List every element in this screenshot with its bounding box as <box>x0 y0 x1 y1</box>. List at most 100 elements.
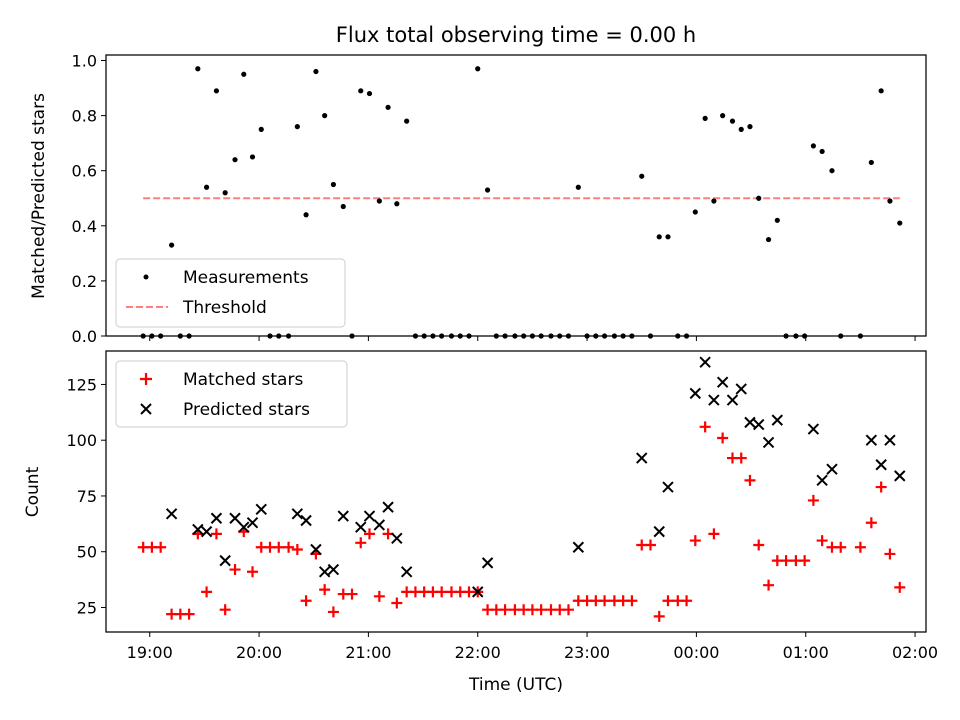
predicted-star-point <box>744 416 756 429</box>
measurement-point <box>258 126 264 132</box>
matched-star-point <box>699 421 711 433</box>
top-y-tick-label: 0.6 <box>72 162 97 181</box>
matched-star-point <box>717 432 729 444</box>
matched-star-point <box>273 541 285 553</box>
x-tick-label: 00:00 <box>673 643 719 662</box>
measurement-point <box>169 242 175 248</box>
measurement-point <box>774 217 780 223</box>
measurement-point <box>639 173 645 179</box>
measurement-point <box>294 124 300 130</box>
matched-star-point <box>391 597 403 609</box>
matched-star-point <box>653 610 665 622</box>
matched-star-point <box>363 528 375 540</box>
predicted-star-point <box>689 387 702 400</box>
x-tick-label: 22:00 <box>455 643 501 662</box>
x-tick-label: 01:00 <box>783 643 829 662</box>
predicted-star-point <box>472 586 484 598</box>
measurement-point <box>738 126 744 132</box>
measurement-point <box>222 190 228 196</box>
measurement-point <box>729 118 736 124</box>
predicted-star-point <box>716 376 729 388</box>
bottom-subplot: 25 50 75 100 125 19:00 20:00 21:00 22:00 23:00 00… <box>23 350 938 695</box>
matched-star-point <box>219 604 231 616</box>
matched-star-point <box>300 595 312 607</box>
predicted-star-point <box>762 436 775 449</box>
measurement-point <box>829 168 835 174</box>
measurement-point <box>195 66 201 72</box>
measurement-point <box>394 201 400 207</box>
measurement-point <box>241 71 247 77</box>
predicted-star-point <box>192 523 204 536</box>
top-y-tick-label: 0.2 <box>72 272 97 291</box>
matched-star-point <box>229 564 241 576</box>
bottom-y-tick-label: 50 <box>77 543 97 562</box>
legend-threshold-label: Threshold <box>182 298 267 318</box>
x-axis-label: Time (UTC) <box>468 675 563 695</box>
bottom-plot-frame <box>105 350 927 633</box>
predicted-star-point <box>363 510 376 522</box>
bottom-legend: Matched stars Predicted stars <box>115 360 348 428</box>
matched-star-point <box>155 541 167 553</box>
bottom-y-tick-label: 25 <box>77 598 97 617</box>
measurement-point <box>358 88 364 94</box>
legend-measurements-label: Measurements <box>183 268 309 288</box>
matched-star-point <box>626 595 638 607</box>
matched-star-point <box>835 541 847 553</box>
measurement-point <box>232 157 238 163</box>
predicted-star-point <box>165 508 178 520</box>
top-plot-frame <box>105 54 927 337</box>
predicted-star-point <box>884 434 896 446</box>
measurement-point <box>711 198 717 204</box>
matched-star-point <box>291 543 303 555</box>
matched-star-point <box>373 590 385 602</box>
predicted-star-point <box>735 383 747 395</box>
predicted-star-point <box>894 470 906 482</box>
matched-star-point <box>735 452 747 464</box>
matched-star-point <box>744 474 756 486</box>
predicted-star-point <box>662 481 674 493</box>
predicted-star-point <box>875 459 887 471</box>
predicted-star-point <box>771 414 784 426</box>
measurement-point <box>656 234 662 240</box>
matched-star-point <box>865 517 877 529</box>
bottom-y-tick-label: 125 <box>66 375 97 394</box>
matched-star-point <box>283 541 295 553</box>
predicted-star-point <box>229 512 241 524</box>
legend-predicted-label: Predicted stars <box>183 400 310 420</box>
measurement-point <box>720 113 726 119</box>
matched-star-point <box>183 608 195 620</box>
matched-star-point <box>355 537 367 549</box>
matched-star-point <box>201 586 213 598</box>
measurement-point <box>747 124 753 130</box>
measurement-point <box>484 187 491 193</box>
predicted-star-point <box>816 474 828 487</box>
predicted-star-point <box>318 566 331 578</box>
chart-title: Flux total observing time = 0.00 h <box>336 23 696 47</box>
matched-star-point <box>884 548 896 560</box>
matched-star-point <box>807 494 819 506</box>
measurement-point <box>868 159 874 166</box>
x-tick-label: 02:00 <box>892 643 938 662</box>
top-y-axis-label: Matched/Predicted stars <box>29 93 49 299</box>
legend-predicted-marker <box>140 403 152 415</box>
predicted-star-point <box>246 517 259 529</box>
bottom-y-tick-label: 75 <box>77 487 97 506</box>
top-y-tick-label: 1.0 <box>72 52 97 71</box>
matched-star-point <box>662 595 674 607</box>
predicted-star-point <box>636 452 648 464</box>
measurement-point <box>322 113 328 119</box>
predicted-star-point <box>400 566 413 578</box>
predicted-star-point <box>355 521 367 533</box>
top-y-tick-label: 0.0 <box>72 327 97 346</box>
top-subplot: 0.0 0.2 0.4 0.6 0.8 1.0 Matched/Predicted sta… <box>29 52 927 346</box>
matched-star-point <box>599 595 611 607</box>
measurement-point <box>756 195 762 201</box>
predicted-star-point <box>726 394 739 406</box>
top-legend: Measurements Threshold <box>115 258 346 328</box>
predicted-star-point <box>210 512 223 524</box>
matched-star-point <box>562 604 574 616</box>
matched-star-point <box>799 555 811 567</box>
legend-matched-label: Matched stars <box>183 370 303 390</box>
top-legend-box <box>115 258 346 328</box>
